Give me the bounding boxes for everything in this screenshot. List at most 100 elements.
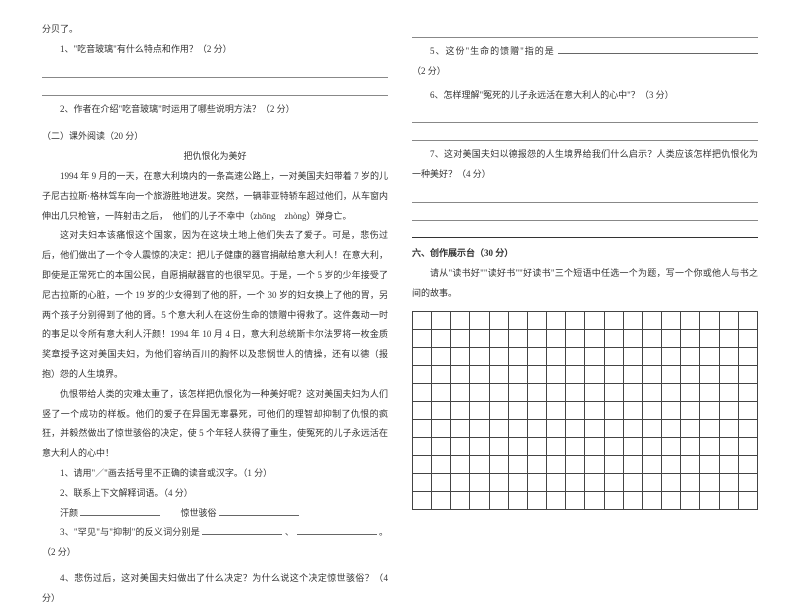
grid-cell[interactable] bbox=[700, 366, 719, 384]
grid-cell[interactable] bbox=[432, 438, 451, 456]
grid-cell[interactable] bbox=[413, 348, 432, 366]
grid-cell[interactable] bbox=[681, 330, 700, 348]
grid-cell[interactable] bbox=[432, 312, 451, 330]
grid-cell[interactable] bbox=[566, 384, 585, 402]
grid-cell[interactable] bbox=[604, 420, 623, 438]
grid-cell[interactable] bbox=[547, 330, 566, 348]
grid-cell[interactable] bbox=[527, 402, 546, 420]
grid-cell[interactable] bbox=[681, 474, 700, 492]
grid-cell[interactable] bbox=[681, 402, 700, 420]
grid-cell[interactable] bbox=[508, 384, 527, 402]
grid-cell[interactable] bbox=[604, 402, 623, 420]
grid-cell[interactable] bbox=[623, 420, 642, 438]
grid-cell[interactable] bbox=[413, 384, 432, 402]
answer-line[interactable] bbox=[412, 207, 758, 221]
grid-cell[interactable] bbox=[719, 366, 738, 384]
grid-cell[interactable] bbox=[508, 402, 527, 420]
grid-cell[interactable] bbox=[662, 312, 681, 330]
grid-cell[interactable] bbox=[451, 348, 470, 366]
grid-cell[interactable] bbox=[585, 438, 604, 456]
grid-cell[interactable] bbox=[623, 348, 642, 366]
grid-cell[interactable] bbox=[662, 456, 681, 474]
grid-cell[interactable] bbox=[700, 348, 719, 366]
grid-cell[interactable] bbox=[508, 366, 527, 384]
grid-cell[interactable] bbox=[719, 402, 738, 420]
grid-cell[interactable] bbox=[470, 492, 489, 510]
grid-cell[interactable] bbox=[508, 474, 527, 492]
grid-cell[interactable] bbox=[413, 438, 432, 456]
grid-cell[interactable] bbox=[604, 348, 623, 366]
grid-cell[interactable] bbox=[527, 384, 546, 402]
grid-cell[interactable] bbox=[681, 456, 700, 474]
grid-cell[interactable] bbox=[527, 474, 546, 492]
grid-cell[interactable] bbox=[451, 420, 470, 438]
grid-cell[interactable] bbox=[681, 348, 700, 366]
grid-cell[interactable] bbox=[662, 420, 681, 438]
grid-cell[interactable] bbox=[738, 384, 757, 402]
grid-cell[interactable] bbox=[508, 456, 527, 474]
grid-cell[interactable] bbox=[642, 312, 661, 330]
grid-cell[interactable] bbox=[489, 492, 508, 510]
grid-cell[interactable] bbox=[604, 366, 623, 384]
blank-input[interactable] bbox=[297, 525, 377, 535]
grid-cell[interactable] bbox=[547, 456, 566, 474]
grid-cell[interactable] bbox=[489, 456, 508, 474]
grid-cell[interactable] bbox=[719, 474, 738, 492]
grid-cell[interactable] bbox=[451, 492, 470, 510]
grid-cell[interactable] bbox=[451, 402, 470, 420]
grid-cell[interactable] bbox=[604, 438, 623, 456]
grid-cell[interactable] bbox=[681, 366, 700, 384]
grid-cell[interactable] bbox=[566, 366, 585, 384]
grid-cell[interactable] bbox=[642, 474, 661, 492]
grid-cell[interactable] bbox=[547, 402, 566, 420]
grid-cell[interactable] bbox=[527, 348, 546, 366]
grid-cell[interactable] bbox=[566, 312, 585, 330]
grid-cell[interactable] bbox=[623, 330, 642, 348]
grid-cell[interactable] bbox=[413, 492, 432, 510]
grid-cell[interactable] bbox=[451, 366, 470, 384]
grid-cell[interactable] bbox=[585, 456, 604, 474]
grid-cell[interactable] bbox=[642, 330, 661, 348]
grid-cell[interactable] bbox=[451, 438, 470, 456]
grid-cell[interactable] bbox=[681, 312, 700, 330]
grid-cell[interactable] bbox=[547, 366, 566, 384]
grid-cell[interactable] bbox=[413, 366, 432, 384]
grid-cell[interactable] bbox=[566, 402, 585, 420]
grid-cell[interactable] bbox=[623, 402, 642, 420]
grid-cell[interactable] bbox=[489, 348, 508, 366]
grid-cell[interactable] bbox=[432, 384, 451, 402]
grid-cell[interactable] bbox=[451, 330, 470, 348]
grid-cell[interactable] bbox=[470, 438, 489, 456]
grid-cell[interactable] bbox=[700, 474, 719, 492]
grid-cell[interactable] bbox=[566, 456, 585, 474]
grid-cell[interactable] bbox=[604, 384, 623, 402]
grid-cell[interactable] bbox=[585, 312, 604, 330]
grid-cell[interactable] bbox=[413, 312, 432, 330]
grid-cell[interactable] bbox=[489, 474, 508, 492]
grid-cell[interactable] bbox=[470, 474, 489, 492]
grid-cell[interactable] bbox=[642, 384, 661, 402]
grid-cell[interactable] bbox=[527, 312, 546, 330]
grid-cell[interactable] bbox=[719, 348, 738, 366]
grid-cell[interactable] bbox=[623, 384, 642, 402]
blank-input[interactable] bbox=[558, 44, 758, 54]
grid-cell[interactable] bbox=[508, 312, 527, 330]
grid-cell[interactable] bbox=[470, 348, 489, 366]
grid-cell[interactable] bbox=[547, 474, 566, 492]
grid-cell[interactable] bbox=[527, 330, 546, 348]
grid-cell[interactable] bbox=[662, 384, 681, 402]
grid-cell[interactable] bbox=[700, 384, 719, 402]
grid-cell[interactable] bbox=[508, 330, 527, 348]
grid-cell[interactable] bbox=[642, 438, 661, 456]
grid-cell[interactable] bbox=[489, 330, 508, 348]
answer-line[interactable] bbox=[412, 189, 758, 203]
grid-cell[interactable] bbox=[700, 402, 719, 420]
grid-cell[interactable] bbox=[738, 474, 757, 492]
grid-cell[interactable] bbox=[585, 348, 604, 366]
grid-cell[interactable] bbox=[700, 420, 719, 438]
grid-cell[interactable] bbox=[604, 330, 623, 348]
answer-line[interactable] bbox=[412, 24, 758, 38]
grid-cell[interactable] bbox=[700, 456, 719, 474]
grid-cell[interactable] bbox=[662, 438, 681, 456]
grid-cell[interactable] bbox=[662, 330, 681, 348]
